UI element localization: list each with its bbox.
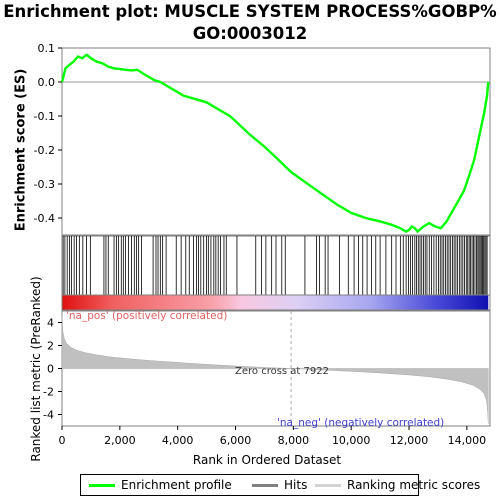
es-plot-frame	[61, 47, 491, 236]
x-tick-label: 2,000	[104, 434, 136, 447]
x-tick-label: 10,000	[332, 434, 371, 447]
rank-color-strip	[61, 294, 491, 311]
es-y-tick-label: -0.3	[34, 178, 55, 191]
es-y-tick-label: -0.4	[34, 212, 55, 225]
x-tick-label: 8,000	[278, 434, 310, 447]
legend-label-metric: Ranking metric scores	[347, 478, 481, 492]
es-axis-title: Enrichment score (ES)	[13, 68, 29, 232]
x-axis-title: Rank in Ordered Dataset	[192, 453, 342, 467]
x-tick-label: 0	[59, 434, 66, 447]
es-y-tick-label: -0.2	[34, 144, 55, 157]
enrichment-score-panel: 0.1 0.0 -0.1 -0.2 -0.3 -0.4	[34, 42, 491, 236]
x-tick-label: 14,000	[448, 434, 487, 447]
metric-y-tick-label: 4	[47, 317, 54, 330]
x-tick-label: 6,000	[220, 434, 252, 447]
na-pos-label: 'na_pos' (positively correlated)	[66, 310, 227, 322]
legend: Enrichment profile Hits Ranking metric s…	[80, 474, 480, 496]
metric-y-tick-label: 0	[47, 363, 54, 376]
ranked-metric-area	[61, 315, 489, 424]
legend-swatch-hits	[252, 484, 278, 487]
metric-y-tick-label: 2	[47, 340, 54, 353]
zero-cross-label: Zero cross at 7922	[235, 366, 329, 377]
metric-axis-title: Ranked list metric (PreRanked)	[29, 276, 43, 462]
chart-title-line2: GO:0003012	[192, 24, 308, 43]
legend-label-hits: Hits	[284, 478, 308, 492]
rank-strip-frame	[61, 294, 491, 311]
metric-y-tick-label: -4	[43, 409, 54, 422]
chart-title-line1: Enrichment plot: MUSCLE SYSTEM PROCESS%G…	[3, 2, 497, 21]
ranked-metric-panel: Zero cross at 7922 'na_pos' (positively c…	[43, 310, 491, 447]
es-y-tick-label: 0.1	[38, 42, 56, 55]
es-y-tick-label: -0.1	[34, 110, 55, 123]
es-y-tick-label: 0.0	[38, 76, 56, 89]
x-tick-label: 12,000	[390, 434, 429, 447]
legend-swatch-enrichment	[89, 484, 115, 487]
enrichment-profile-line	[60, 53, 490, 234]
x-tick-label: 4,000	[162, 434, 194, 447]
legend-swatch-metric	[315, 484, 341, 487]
legend-label-enrichment: Enrichment profile	[121, 478, 232, 492]
na-neg-label: 'na_neg' (negatively correlated)	[277, 417, 444, 429]
hits-panel	[61, 235, 491, 296]
metric-y-tick-label: -2	[43, 386, 54, 399]
rank-gradient-bar	[62, 295, 489, 310]
